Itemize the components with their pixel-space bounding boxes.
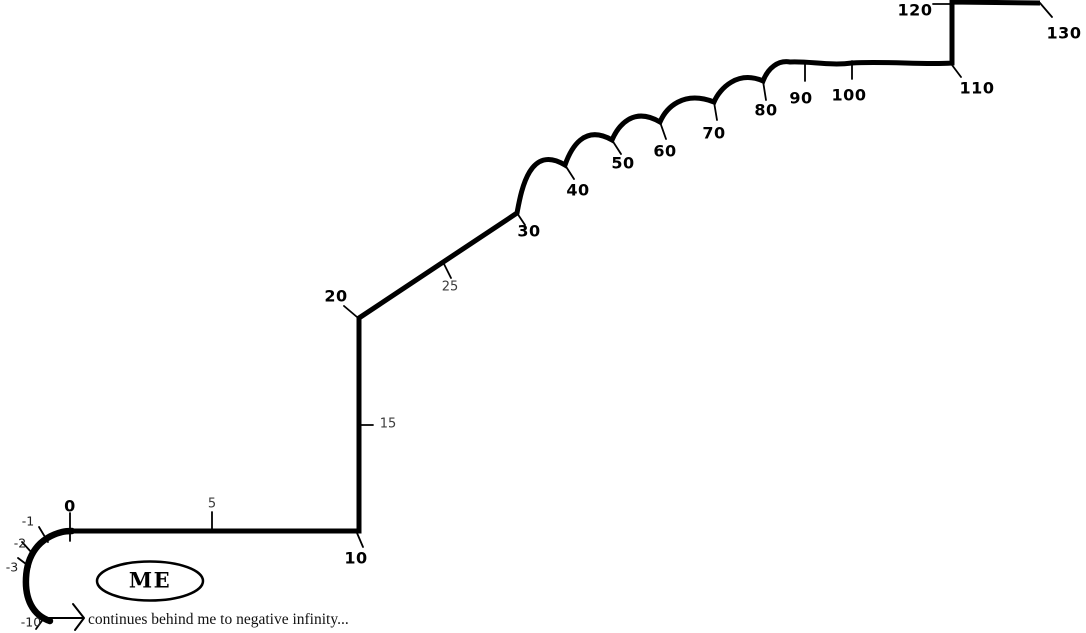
major-tick-label: 0 (64, 496, 76, 516)
arrow-right-icon (46, 603, 85, 631)
minor-tick-label: 5 (207, 496, 217, 512)
annotation-text: continues behind me to negative infinity… (88, 611, 349, 628)
negative-tick-label: -3 (5, 559, 19, 575)
major-tick-label: 30 (517, 221, 541, 241)
major-tick-label: 80 (754, 100, 778, 120)
minor-tick-label: 25 (441, 279, 459, 295)
major-tick-label: 120 (897, 0, 933, 20)
major-tick-label: 100 (831, 85, 867, 105)
major-tick-label: 40 (566, 180, 590, 200)
me-ellipse (95, 560, 205, 602)
hook-curve (22, 527, 76, 625)
negative-tick-marks (17, 526, 49, 630)
negative-tick-label: -1 (21, 513, 35, 529)
negative-tick-label: -10 (20, 614, 42, 630)
major-tick-label: 60 (653, 141, 677, 161)
tick-marks (69, 2, 1053, 548)
negative-tick-label: -2 (13, 535, 27, 551)
major-tick-label: 130 (1046, 23, 1082, 43)
main-line-path (70, 0, 1041, 534)
major-tick-label: 90 (789, 88, 813, 108)
major-tick-label: 10 (344, 548, 368, 568)
major-tick-label: 70 (702, 123, 726, 143)
major-tick-label: 20 (324, 286, 348, 306)
major-tick-label: 50 (611, 153, 635, 173)
me-label: ME (128, 567, 172, 593)
major-tick-label: 110 (959, 78, 995, 98)
minor-tick-label: 15 (379, 416, 397, 432)
